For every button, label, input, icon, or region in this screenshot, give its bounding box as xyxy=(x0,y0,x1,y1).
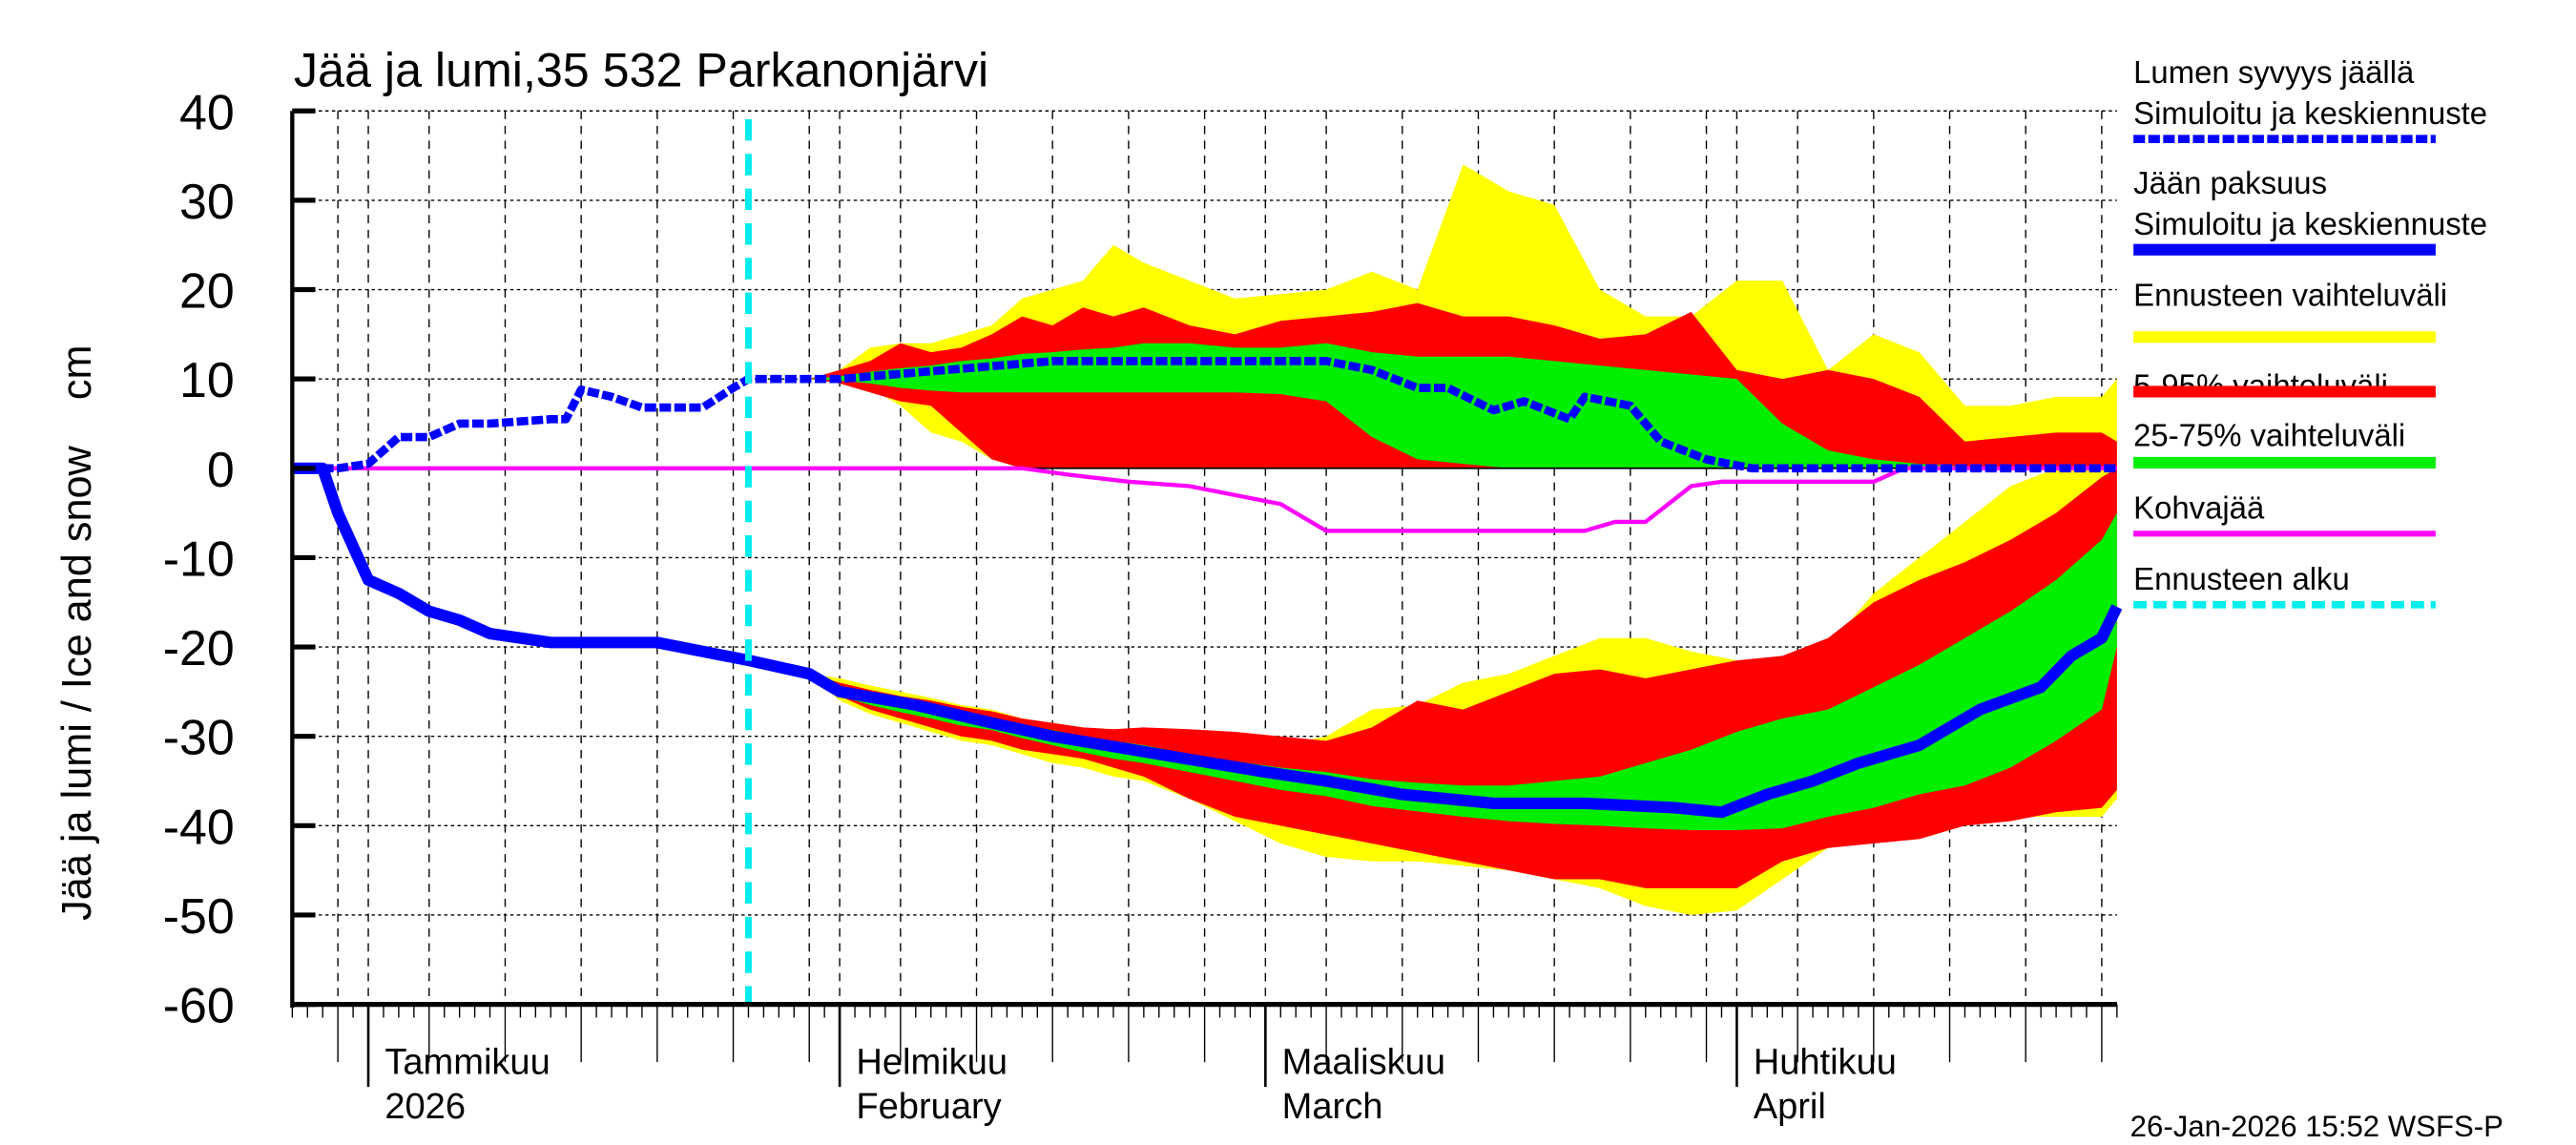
legend-label: Kohvajää xyxy=(2133,490,2265,526)
y-tick-labels: 40 30 20 10 0 -10 -20 -30 -40 -50 -60 xyxy=(163,85,235,1033)
legend-label: Lumen syvyys jäällä xyxy=(2133,54,2415,90)
y-tick-label: -20 xyxy=(163,621,235,677)
y-tick-label: -50 xyxy=(163,889,235,945)
legend-label: 5-95% vaihteluväli xyxy=(2133,368,2388,404)
y-tick-label: 40 xyxy=(179,85,235,140)
chart-title: Jää ja lumi,35 532 Parkanonjärvi xyxy=(294,43,988,96)
month-label: Huhtikuu xyxy=(1754,1042,1897,1082)
y-axis-label: Jää ja lumi / Ice and snow cm xyxy=(54,344,100,920)
month-label: Helmikuu xyxy=(856,1042,1008,1082)
y-tick-label: 20 xyxy=(179,264,235,320)
month-sublabel: April xyxy=(1754,1087,1826,1127)
y-tick-label: 0 xyxy=(207,443,235,498)
timestamp: 26-Jan-2026 15:52 WSFS-P xyxy=(2130,1110,2503,1143)
axes xyxy=(290,108,2118,1088)
month-sublabel: March xyxy=(1282,1087,1383,1127)
series-lines xyxy=(292,118,2123,1005)
y-tick-label: -10 xyxy=(163,531,235,587)
legend-sublabel: Simuloitu ja keskiennuste xyxy=(2133,95,2487,131)
x-month-labels: Tammikuu 2026 Helmikuu February Maaliskuu Mar… xyxy=(384,1042,1897,1127)
band-snow-range_25_75 xyxy=(809,343,2117,468)
series-line-snow xyxy=(292,357,2117,473)
legend-label: 25-75% vaihteluväli xyxy=(2133,418,2405,453)
legend-sublabel: Simuloitu ja keskiennuste xyxy=(2133,206,2487,241)
month-sublabel: 2026 xyxy=(384,1087,466,1127)
legend-label: Ennusteen vaihteluväli xyxy=(2133,277,2447,312)
series-line-ice xyxy=(292,462,2123,819)
series-line-kohva xyxy=(292,466,2117,533)
y-tick-label: -40 xyxy=(163,800,235,855)
legend-label: Ennusteen alku xyxy=(2133,561,2350,596)
y-tick-label: -30 xyxy=(163,711,235,766)
y-tick-label: 30 xyxy=(179,175,235,230)
y-tick-label: 10 xyxy=(179,353,235,408)
legend: Lumen syvyys jäällä Simuloitu ja keskienn… xyxy=(2133,54,2487,609)
month-label: Tammikuu xyxy=(384,1042,550,1082)
month-label: Maaliskuu xyxy=(1282,1042,1445,1082)
gridlines xyxy=(292,110,2117,1005)
y-tick-label: -60 xyxy=(163,979,235,1034)
legend-label: Jään paksuus xyxy=(2133,165,2327,200)
month-sublabel: February xyxy=(856,1087,1001,1127)
